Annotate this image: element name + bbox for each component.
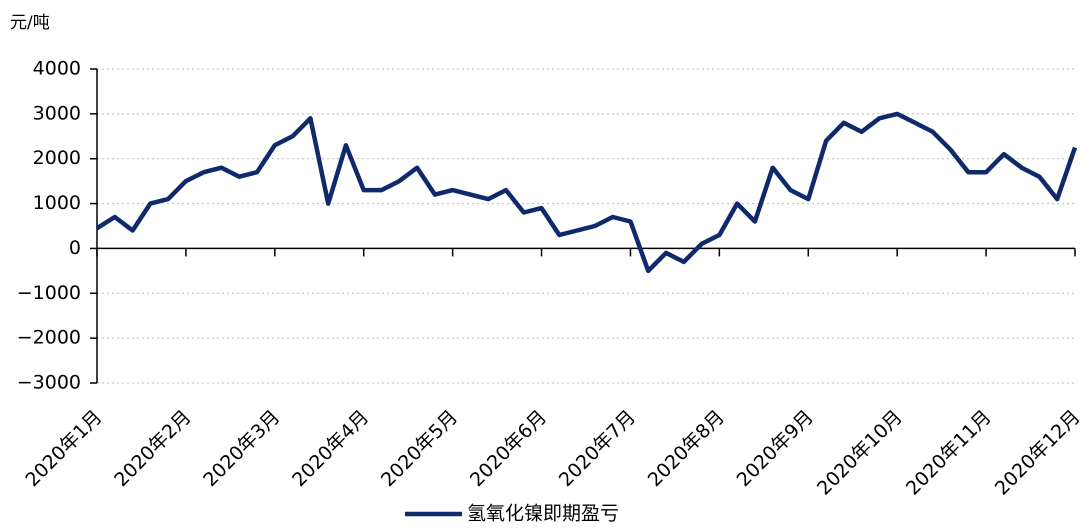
x-tick-label: 2020年8月 [644,406,729,491]
y-tick-label: 0 [69,237,81,259]
x-tick-label: 2020年9月 [733,406,818,491]
y-tick-label: 2000 [33,147,81,169]
x-tick-label: 2020年10月 [813,406,907,500]
x-tick-label: 2020年4月 [288,406,373,491]
legend-label: 氢氧化镍即期盈亏 [467,503,619,525]
y-tick-label: 1000 [33,192,81,214]
y-tick-label: −2000 [17,327,81,349]
y-tick-label: 4000 [33,58,81,80]
y-tick-label: 3000 [33,102,81,124]
x-tick-label: 2020年3月 [199,406,284,491]
x-tick-label: 2020年1月 [21,406,106,491]
x-tick-label: 2020年6月 [466,406,551,491]
x-tick-label: 2020年7月 [555,406,640,491]
y-tick-label: −3000 [17,372,81,394]
x-tick-label: 2020年2月 [110,406,195,491]
series-line [95,111,1078,274]
y-tick-label: −1000 [17,282,81,304]
x-tick-label: 2020年12月 [991,406,1083,500]
y-unit-label: 元/吨 [10,13,50,33]
x-tick-label: 2020年11月 [902,406,996,500]
x-tick-label: 2020年5月 [377,406,462,491]
